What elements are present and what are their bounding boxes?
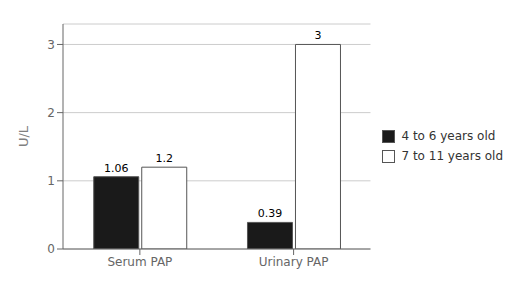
svg-text:0.39: 0.39 [258, 207, 283, 220]
svg-text:1: 1 [47, 174, 55, 188]
svg-text:3: 3 [314, 29, 321, 42]
svg-text:Serum PAP: Serum PAP [107, 255, 172, 269]
svg-text:U/L: U/L [16, 125, 31, 147]
svg-text:1.2: 1.2 [155, 152, 173, 165]
svg-text:3: 3 [47, 38, 55, 52]
html-text:7 to 11 years old: 7 to 11 years old [401, 149, 503, 163]
svg-text:1.06: 1.06 [104, 162, 129, 175]
svg-text:0: 0 [47, 242, 55, 256]
svg-text:Urinary PAP: Urinary PAP [259, 255, 329, 269]
svg-text:2: 2 [47, 106, 55, 120]
html-text:4 to 6 years old: 4 to 6 years old [401, 129, 496, 143]
